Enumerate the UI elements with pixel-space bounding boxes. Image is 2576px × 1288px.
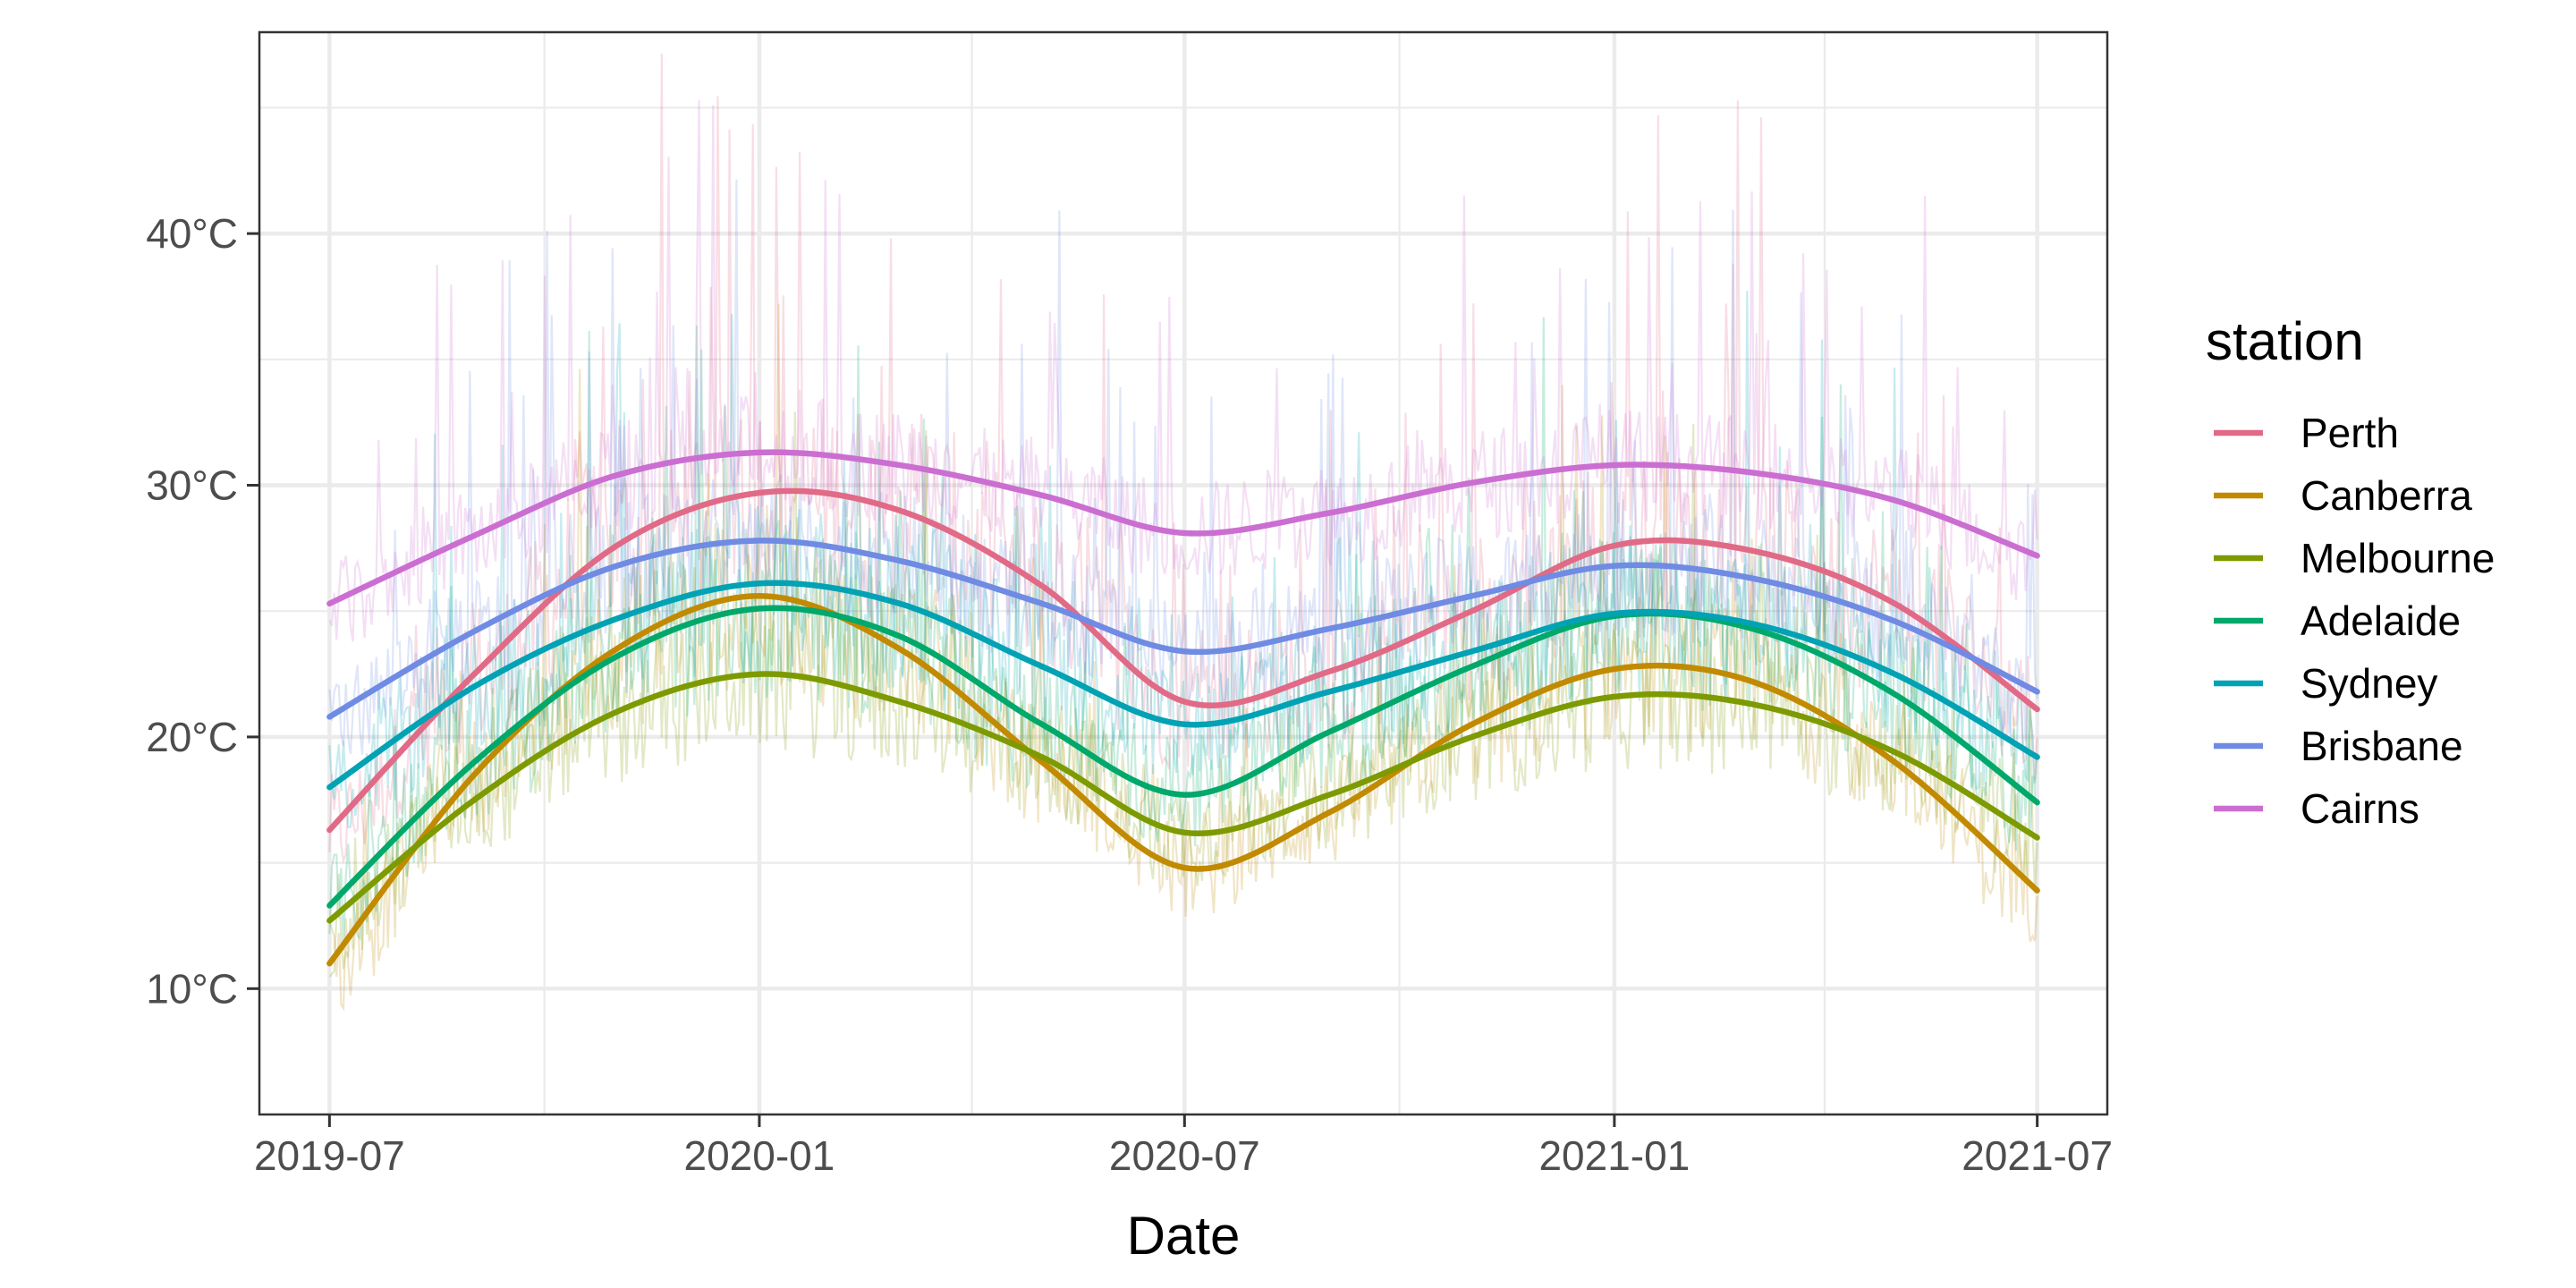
- major-gridlines-y: [259, 231, 2107, 991]
- series-line-brisbane: [326, 538, 2040, 720]
- legend-label-melbourne: Melbourne: [2301, 535, 2495, 581]
- legend: station Perth Canberra Melbourne Adelaide Sy…: [2206, 311, 2495, 832]
- series-line-melbourne: [326, 671, 2040, 924]
- x-tick-label: 2021-01: [1538, 1132, 1690, 1179]
- daily-trace-cairns: [328, 99, 2038, 642]
- series-line-adelaide: [326, 605, 2040, 909]
- x-tick-label: 2021-07: [1962, 1132, 2113, 1179]
- legend-title: station: [2206, 311, 2364, 371]
- daily-trace-adelaide: [328, 317, 2038, 952]
- y-tick-label: 10°C: [146, 965, 238, 1012]
- legend-label-adelaide: Adelaide: [2301, 597, 2461, 644]
- smoothed-series-lines: [326, 449, 2040, 967]
- daily-trace-melbourne: [328, 411, 2038, 978]
- daily-trace-canberra: [328, 303, 2038, 1012]
- series-line-cairns: [326, 449, 2040, 607]
- x-tick-label: 2020-07: [1109, 1132, 1260, 1179]
- major-gridlines-x: [327, 32, 2039, 1114]
- series-line-canberra: [326, 593, 2040, 967]
- daily-trace-brisbane: [328, 179, 2038, 755]
- legend-label-perth: Perth: [2301, 410, 2399, 456]
- y-tick-label: 20°C: [146, 714, 238, 760]
- legend-label-brisbane: Brisbane: [2301, 723, 2463, 769]
- series-line-perth: [326, 487, 2040, 834]
- y-tick-label: 40°C: [146, 210, 238, 257]
- x-tick-label: 2019-07: [254, 1132, 405, 1179]
- legend-label-canberra: Canberra: [2301, 472, 2472, 519]
- legend-label-sydney: Sydney: [2301, 660, 2437, 707]
- y-axis: 10°C 20°C 30°C 40°C: [146, 210, 259, 1012]
- daily-trace-perth: [328, 53, 2038, 865]
- series-line-sydney: [326, 580, 2040, 791]
- x-tick-label: 2020-01: [684, 1132, 835, 1179]
- x-axis: 2019-07 2020-01 2020-07 2021-01 2021-07: [254, 1114, 2113, 1179]
- x-axis-title: Date: [1127, 1206, 1241, 1266]
- legend-label-cairns: Cairns: [2301, 785, 2419, 832]
- y-tick-label: 30°C: [146, 462, 238, 509]
